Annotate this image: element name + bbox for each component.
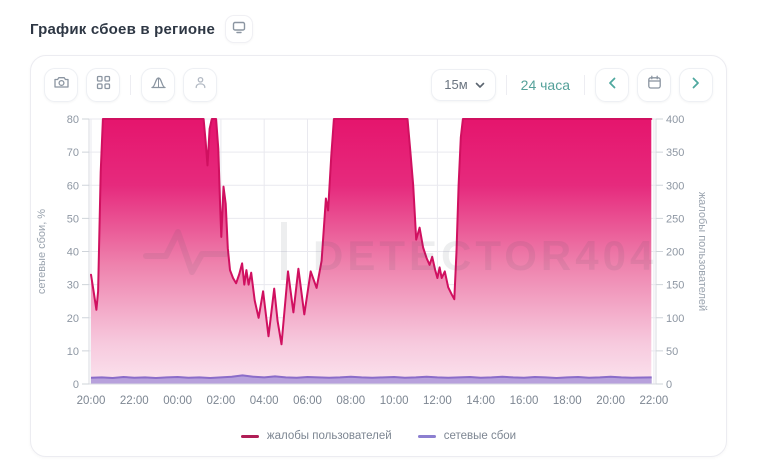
calendar-button[interactable] [637,67,671,102]
svg-text:22:00: 22:00 [120,395,149,407]
svg-text:350: 350 [666,147,684,159]
chart-area[interactable]: DETECTOR404 0 10 20 30 40 50 60 70 80 0 50 100 150 200… [31,104,728,426]
toolbar-divider [130,74,131,95]
svg-text:30: 30 [67,280,79,292]
svg-text:18:00: 18:00 [553,395,582,407]
svg-text:250: 250 [666,213,684,225]
chart-card: 15м 24 часа [30,55,727,457]
svg-text:сетевые сбои, %: сетевые сбои, % [36,209,48,294]
grid-view-button[interactable] [86,67,120,102]
legend: жалобы пользователей сетевые сбои [31,430,726,442]
distribution-chart-button[interactable] [141,67,175,102]
chevron-down-icon [475,76,485,94]
svg-text:12:00: 12:00 [423,395,452,407]
toolbar-right-group: 15м 24 часа [431,67,713,102]
expand-monitor-button[interactable] [225,15,254,43]
legend-swatch-complaints [240,434,259,438]
svg-text:06:00: 06:00 [293,395,322,407]
prev-period-button[interactable] [595,67,629,102]
area-chart-icon [150,74,167,96]
calendar-icon [647,75,662,95]
toolbar-divider [584,74,585,95]
svg-text:22:00: 22:00 [640,395,669,407]
next-period-button[interactable] [679,67,713,102]
svg-text:00:00: 00:00 [163,395,192,407]
person-icon [193,75,208,95]
svg-text:50: 50 [67,213,79,225]
title-row: График сбоев в регионе [30,15,254,43]
legend-label-failures: сетевые сбои [443,430,517,442]
interval-select[interactable]: 15м [431,68,496,101]
screenshot-button[interactable] [44,67,78,102]
camera-icon [53,74,70,96]
svg-text:60: 60 [67,180,79,192]
toolbar-divider [505,74,507,95]
toolbar: 15м 24 часа [31,56,726,104]
svg-text:80: 80 [67,114,79,126]
svg-text:10:00: 10:00 [380,395,409,407]
svg-text:70: 70 [67,147,79,159]
svg-text:150: 150 [666,280,684,292]
svg-text:20:00: 20:00 [77,395,106,407]
dual-axis-area-chart: DETECTOR404 0 10 20 30 40 50 60 70 80 0 50 100 150 200… [36,114,708,407]
svg-text:DETECTOR404: DETECTOR404 [313,232,657,279]
svg-text:50: 50 [666,346,678,358]
legend-label-complaints: жалобы пользователей [266,430,392,442]
svg-text:0: 0 [666,379,672,391]
legend-item-failures[interactable]: сетевые сбои [417,430,517,442]
svg-text:20:00: 20:00 [596,395,625,407]
user-view-button[interactable] [183,67,217,102]
chevron-right-icon [692,76,700,94]
svg-text:10: 10 [67,346,79,358]
page-title: График сбоев в регионе [30,20,216,38]
range-label: 24 часа [520,76,570,93]
legend-item-complaints[interactable]: жалобы пользователей [240,430,392,442]
monitor-icon [232,20,246,39]
svg-text:08:00: 08:00 [336,395,365,407]
svg-text:0: 0 [73,379,79,391]
grid-icon [96,75,111,95]
interval-value: 15м [444,77,468,92]
svg-text:20: 20 [67,313,79,325]
toolbar-left-group [44,67,217,102]
svg-text:300: 300 [666,180,684,192]
svg-text:14:00: 14:00 [466,395,495,407]
svg-text:жалобы пользователей: жалобы пользователей [696,192,708,311]
svg-text:02:00: 02:00 [207,395,236,407]
svg-text:100: 100 [666,313,684,325]
legend-swatch-failures [417,434,436,438]
svg-text:04:00: 04:00 [250,395,279,407]
chevron-left-icon [608,76,616,94]
svg-text:16:00: 16:00 [510,395,539,407]
svg-text:40: 40 [67,247,79,259]
svg-text:200: 200 [666,247,684,259]
svg-text:400: 400 [666,114,684,126]
